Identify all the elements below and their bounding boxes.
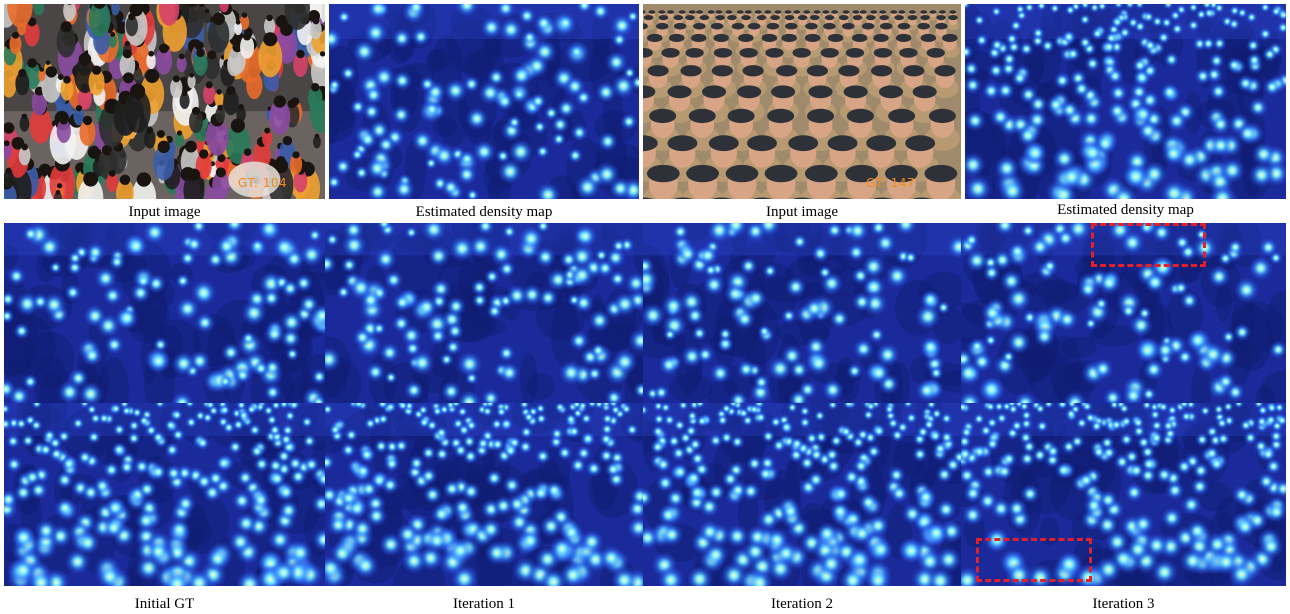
iteration-2-density-crowd-1 [643, 223, 961, 403]
caption-iteration-3: Iteration 3 [1092, 596, 1155, 612]
iteration-1-density-crowd-2 [325, 403, 643, 586]
iteration-3-density-crowd-1 [961, 223, 1286, 403]
input-image-crowd-1: GT: 104 [4, 4, 325, 199]
density-map-crowd-2 [965, 4, 1286, 199]
gt-count-label: GT: 104 [238, 176, 288, 190]
density-map-crowd-1 [329, 4, 639, 199]
caption-iteration-1: Iteration 1 [452, 596, 516, 612]
caption-initial-gt: Initial GT [134, 596, 195, 612]
caption-input-image: Input image [128, 204, 201, 220]
input-image-crowd-2: GT: 147 [643, 4, 961, 199]
caption-estimated-density-map: Estimated density map [415, 204, 553, 220]
gt-count-label: GT: 147 [866, 176, 916, 190]
highlight-region-box [1091, 223, 1206, 267]
iteration-1-density-crowd-1 [325, 223, 643, 403]
caption-input-image: Input image [765, 204, 839, 220]
initial-gt-density-crowd-1 [4, 223, 325, 403]
iteration-3-density-crowd-2 [961, 403, 1286, 586]
caption-estimated-density-map: Estimated density map [1057, 202, 1194, 218]
iteration-2-density-crowd-2 [643, 403, 961, 586]
highlight-region-box [976, 538, 1092, 582]
initial-gt-density-crowd-2 [4, 403, 325, 586]
caption-iteration-2: Iteration 2 [770, 596, 834, 612]
